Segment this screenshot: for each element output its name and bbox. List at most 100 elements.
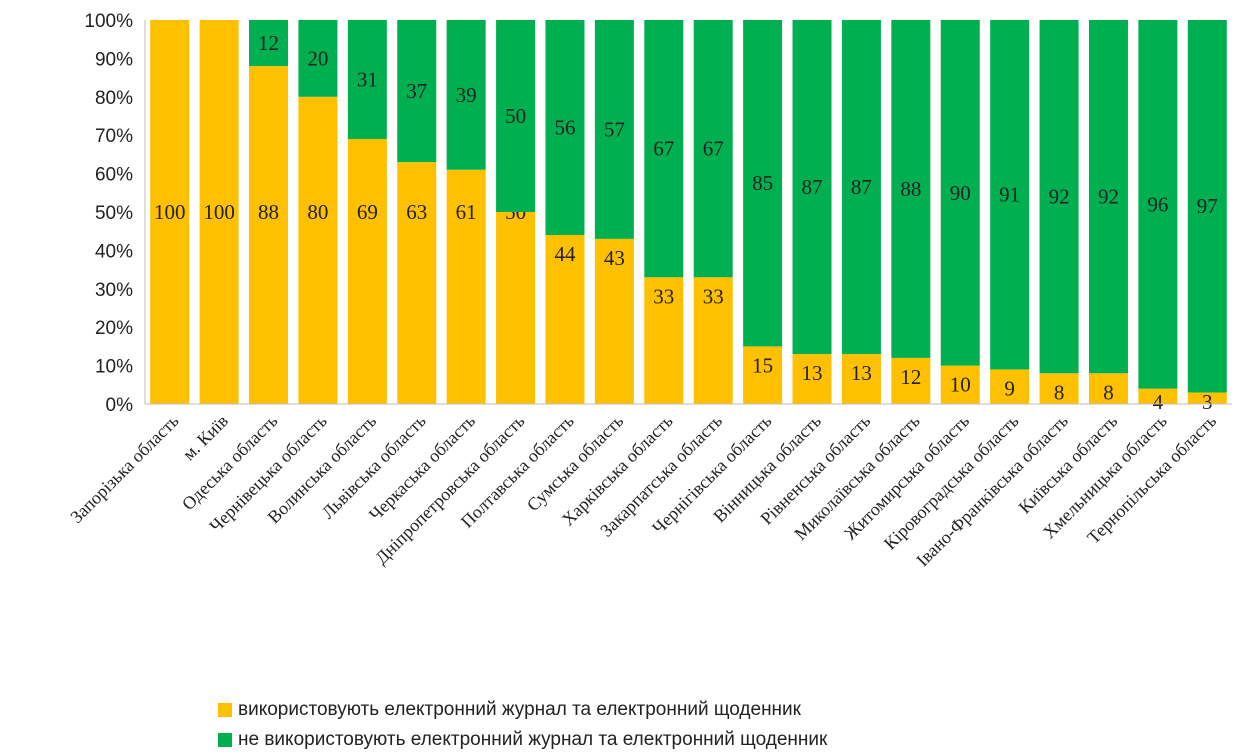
data-label-used: 33	[703, 284, 724, 308]
data-label-used: 4	[1153, 390, 1164, 414]
data-label-used: 61	[456, 200, 477, 224]
data-label-not-used: 20	[307, 46, 328, 70]
y-tick-label: 50%	[95, 203, 133, 224]
data-label-not-used: 87	[802, 175, 823, 199]
bar-used	[940, 365, 980, 404]
y-tick-label: 40%	[95, 241, 133, 262]
bar-used	[1088, 373, 1128, 404]
data-label-not-used: 67	[703, 137, 724, 161]
data-label-not-used: 56	[554, 116, 575, 140]
y-tick-label: 80%	[95, 88, 133, 109]
bar-not-used	[545, 20, 585, 236]
bar-used	[496, 212, 536, 404]
data-label-not-used: 50	[505, 104, 526, 128]
bar-used	[792, 354, 832, 404]
data-label-used: 43	[604, 246, 625, 270]
bar-not-used	[298, 20, 338, 97]
stacked-bar-chart: 0% 10% 20% 30% 40% 50% 60% 70% 80% 90% 100% 100 Запо…	[66, 11, 1232, 570]
bar-not-used	[1187, 20, 1227, 393]
data-label-used: 100	[154, 200, 186, 224]
bar-not-used	[594, 20, 634, 239]
bar-used	[594, 238, 634, 404]
bar-not-used	[940, 20, 980, 366]
data-label-not-used: 39	[456, 83, 477, 107]
bar-used	[199, 20, 239, 404]
data-label-used: 3	[1202, 390, 1213, 414]
data-label-not-used: 37	[406, 79, 427, 103]
bar-used	[644, 277, 684, 404]
data-label-not-used: 97	[1197, 194, 1218, 218]
bar-not-used	[792, 20, 832, 355]
bar-used	[347, 139, 387, 405]
data-label-used: 8	[1103, 380, 1114, 404]
data-label-used: 9	[1004, 376, 1015, 400]
bar-used	[397, 162, 437, 404]
data-label-used: 8	[1054, 380, 1065, 404]
legend-item-not-used: не використовують електронний журнал та …	[218, 725, 827, 755]
bar-not-used	[644, 20, 684, 278]
bar-used	[693, 277, 733, 404]
data-label-not-used: 90	[950, 181, 971, 205]
data-label-used: 13	[851, 361, 872, 385]
data-label-not-used: 88	[900, 177, 921, 201]
data-label-not-used: 67	[653, 137, 674, 161]
y-tick-label: 90%	[95, 49, 133, 70]
y-tick-label: 70%	[95, 126, 133, 147]
bar-used	[743, 346, 783, 404]
bar-used	[545, 235, 585, 404]
data-label-used: 44	[554, 242, 576, 266]
data-label-used: 80	[307, 200, 328, 224]
y-tick-label: 100%	[84, 11, 133, 32]
data-label-not-used: 91	[999, 183, 1020, 207]
data-label-used: 13	[802, 361, 823, 385]
bar-not-used	[841, 20, 881, 355]
bar-not-used	[446, 20, 486, 170]
bar-used	[1039, 373, 1079, 404]
bar-not-used	[249, 20, 289, 67]
legend: використовують електронний журнал та еле…	[218, 695, 827, 755]
y-tick-label: 0%	[106, 395, 134, 416]
data-label-not-used: 85	[752, 171, 773, 195]
data-label-not-used: 92	[1098, 185, 1119, 209]
bar-used	[1187, 392, 1227, 404]
bar-used	[841, 354, 881, 404]
y-tick-label: 60%	[95, 165, 133, 186]
bar-used	[891, 357, 931, 404]
bar-not-used	[496, 20, 536, 212]
legend-item-used: використовують електронний журнал та еле…	[218, 695, 827, 725]
bar-not-used	[990, 20, 1030, 370]
y-tick-label: 10%	[95, 357, 133, 378]
bar-not-used	[397, 20, 437, 163]
data-label-used: 12	[900, 365, 921, 389]
data-label-not-used: 96	[1147, 192, 1168, 216]
bar-used	[1138, 388, 1178, 404]
bar-not-used	[743, 20, 783, 347]
data-label-not-used: 92	[1049, 185, 1070, 209]
bar-used	[446, 169, 486, 404]
y-tick-label: 20%	[95, 318, 133, 339]
y-tick-label: 30%	[95, 280, 133, 301]
legend-label-used: використовують електронний журнал та еле…	[238, 699, 801, 720]
data-label-used: 63	[406, 200, 427, 224]
bar-not-used	[1138, 20, 1178, 389]
data-label-not-used: 57	[604, 117, 625, 141]
data-label-used: 10	[950, 373, 971, 397]
data-label-used: 100	[203, 200, 235, 224]
bar-used	[249, 66, 289, 404]
data-label-used: 33	[653, 284, 674, 308]
data-label-not-used: 87	[851, 175, 872, 199]
data-label-used: 88	[258, 200, 279, 224]
bar-not-used	[891, 20, 931, 358]
bar-not-used	[347, 20, 387, 140]
bar-used	[298, 96, 338, 405]
legend-label-not-used: не використовують електронний журнал та …	[238, 729, 828, 750]
data-label-not-used: 12	[258, 31, 279, 55]
bar-not-used	[693, 20, 733, 278]
data-label-used: 69	[357, 200, 378, 224]
data-label-used: 15	[752, 353, 773, 377]
bar-not-used	[1039, 20, 1079, 374]
x-category-label: Запорізька область	[66, 411, 182, 527]
bar-used	[990, 369, 1030, 404]
bar-not-used	[1088, 20, 1128, 374]
